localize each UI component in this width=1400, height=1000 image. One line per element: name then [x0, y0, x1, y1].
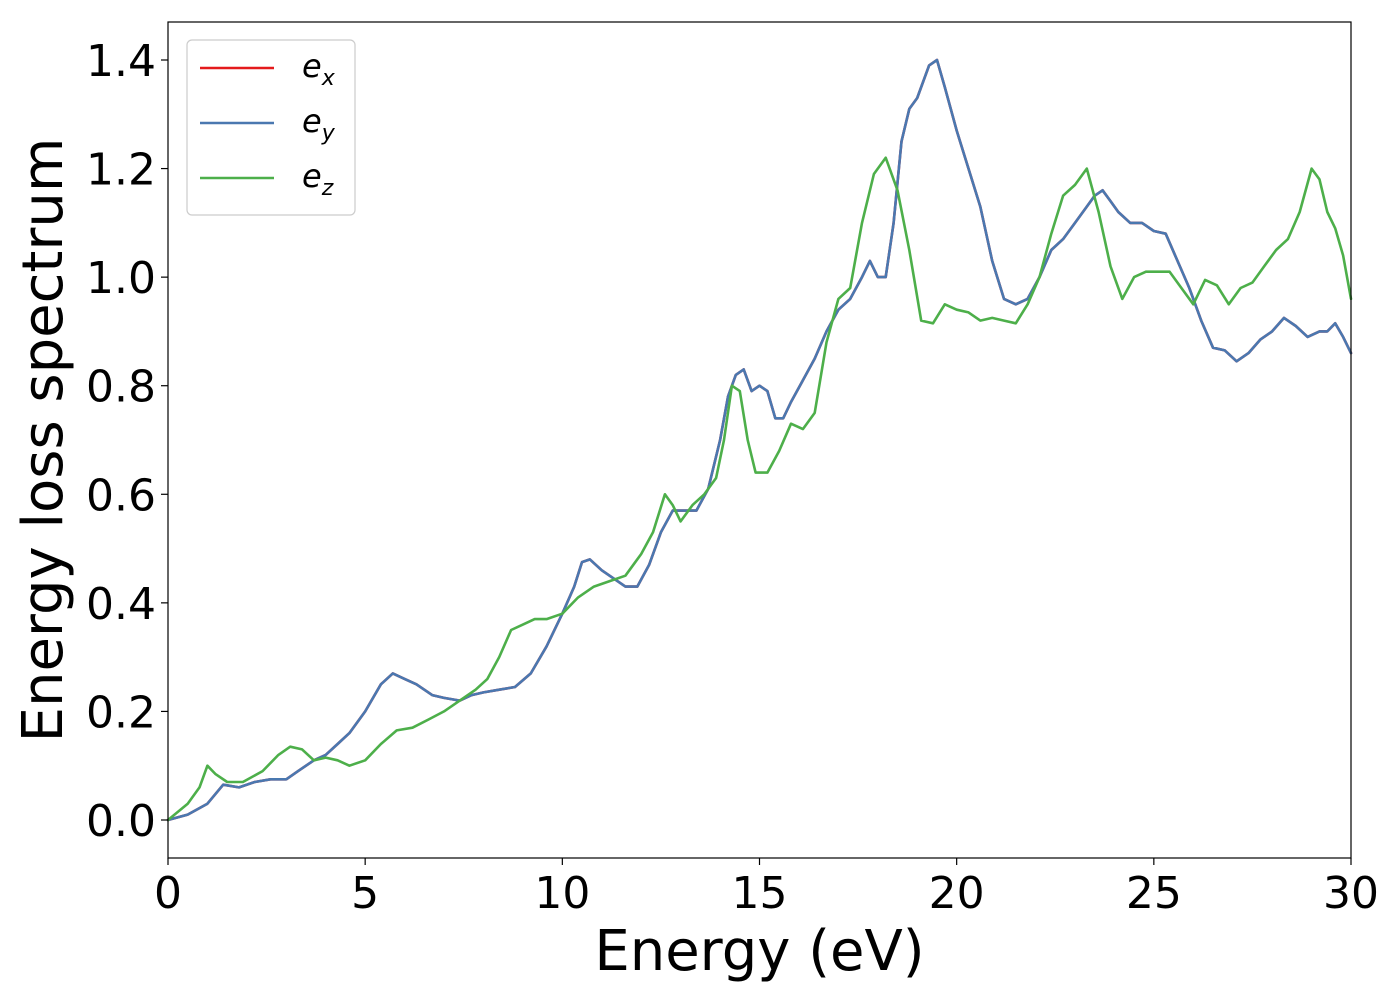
y-axis: 0.0 0.2 0.4 0.6 0.8 1.0 1.2 1.4	[86, 36, 168, 847]
x-tick-label: 0	[154, 868, 182, 919]
y-tick-label: 0.0	[86, 796, 156, 847]
y-tick-label: 0.2	[86, 687, 156, 738]
y-axis-title: Energy loss spectrum	[11, 138, 76, 743]
x-tick-label: 20	[929, 868, 985, 919]
x-tick-label: 10	[534, 868, 590, 919]
y-tick-label: 1.2	[86, 145, 156, 196]
series-line-e-z	[166, 156, 1353, 822]
series-line-e-y	[166, 58, 1353, 822]
x-axis-title: Energy (eV)	[594, 919, 924, 984]
x-tick-label: 30	[1323, 868, 1379, 919]
x-tick-label: 5	[351, 868, 379, 919]
y-tick-label: 0.4	[86, 579, 156, 630]
plot-series-group	[166, 58, 1353, 822]
y-tick-label: 0.6	[86, 470, 156, 521]
y-tick-label: 0.8	[86, 362, 156, 413]
x-tick-label: 25	[1126, 868, 1182, 919]
y-tick-label: 1.0	[86, 253, 156, 304]
x-tick-label: 15	[732, 868, 788, 919]
legend-box	[186, 39, 356, 216]
y-tick-label: 1.4	[86, 36, 156, 87]
x-axis: 0 5 10 15 20 25 30	[154, 858, 1379, 919]
